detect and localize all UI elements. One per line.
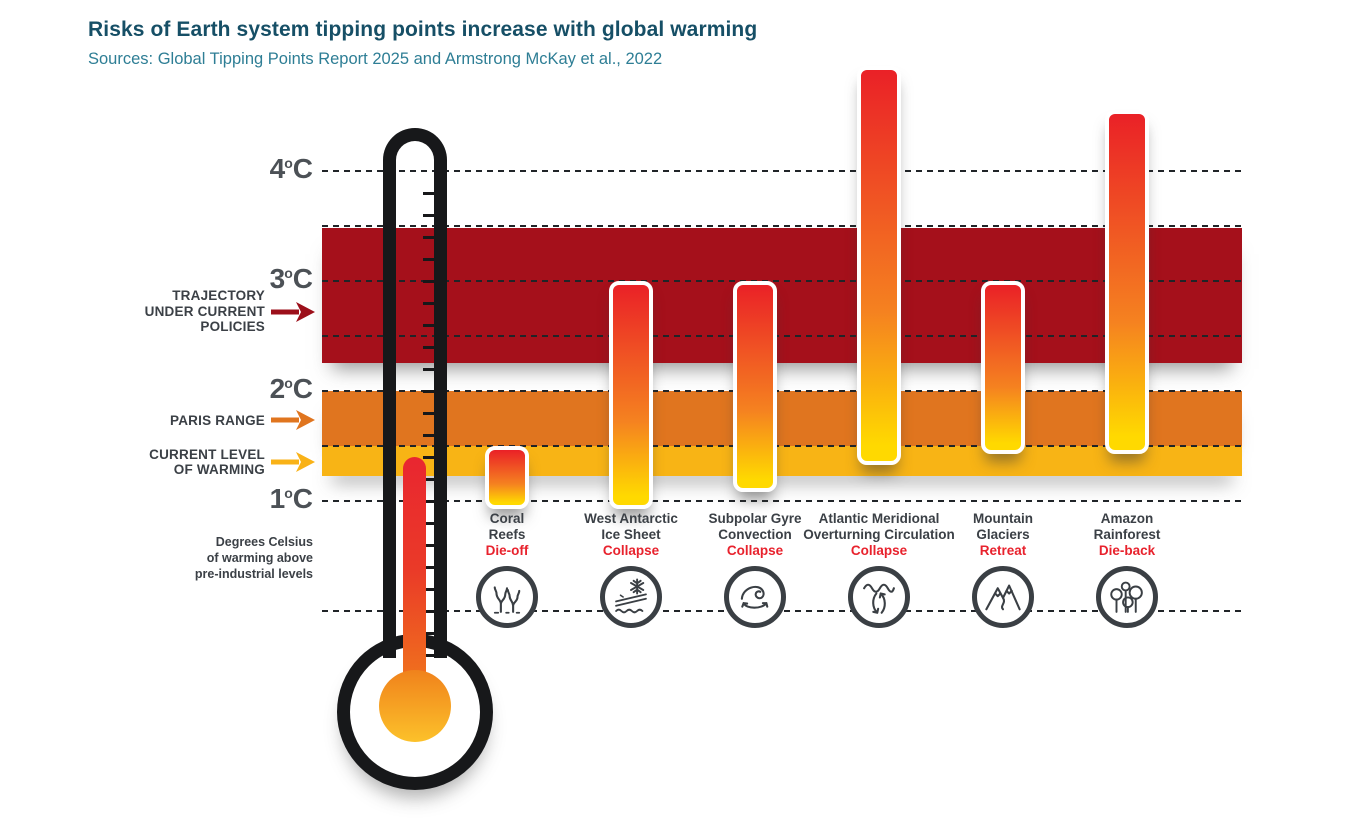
thermometer-scale-tick — [423, 279, 434, 283]
thermometer-scale-tick — [423, 235, 434, 239]
range-bar-subpolar-gyre-convection — [733, 280, 777, 493]
gridline-1.5c — [322, 444, 1242, 447]
tick-label-4c: 4oC — [269, 152, 313, 184]
gridline-4c — [322, 169, 1242, 172]
thermometer-scale-tick — [423, 191, 434, 195]
tick-label-2c: 2oC — [269, 372, 313, 404]
gridline-2.5c — [322, 334, 1242, 337]
thermometer-scale-tick — [423, 213, 434, 217]
label-atlantic-meridional-overturning-circulation: Atlantic Meridional Overturning Circulati… — [769, 511, 989, 559]
band-paris-range — [322, 390, 1242, 446]
ice-sheet-icon — [600, 566, 662, 628]
range-bar-amazon-rainforest — [1105, 110, 1149, 454]
thermometer-scale-tick — [423, 653, 434, 657]
arrow-paris-range — [270, 409, 318, 436]
thermometer-scale-tick — [423, 345, 434, 349]
label-amazon-rainforest: Amazon Rainforest Die-back — [1017, 511, 1237, 559]
label-coral-reefs: Coral Reefs Die-off — [397, 511, 617, 559]
band-label-current-level-of-warming: CURRENT LEVEL OF WARMING — [149, 446, 265, 478]
label-west-antarctic-ice-sheet: West Antarctic Ice Sheet Collapse — [521, 511, 741, 559]
rainforest-icon — [1096, 566, 1158, 628]
thermometer-scale-tick — [423, 609, 434, 613]
gridline-3c — [322, 279, 1242, 282]
gridline-1c — [322, 499, 1242, 502]
thermometer-scale-tick — [423, 565, 434, 569]
gridline-2c — [322, 389, 1242, 392]
tick-label-3c: 3oC — [269, 262, 313, 294]
thermometer-liquid-column — [403, 456, 426, 706]
thermometer-scale-tick — [423, 323, 434, 327]
arrow-trajectory-under-current-policies — [270, 301, 318, 328]
tick-label-1c: 1oC — [269, 482, 313, 514]
thermometer-scale-tick — [423, 587, 434, 591]
coral-reefs-icon — [476, 566, 538, 628]
effect-label-atlantic-meridional-overturning-circulation: Collapse — [850, 543, 908, 558]
thermometer-scale-tick — [423, 301, 434, 305]
gyre-icon — [724, 566, 786, 628]
thermometer-bulb-liquid — [379, 670, 451, 742]
axis-note: Degrees Celsius of warming above pre-indus… — [194, 535, 313, 581]
band-label-trajectory-under-current-policies: TRAJECTORY UNDER CURRENT POLICIES — [144, 288, 265, 335]
thermometer-scale-tick — [423, 411, 434, 415]
label-subpolar-gyre-convection: Subpolar Gyre Convection Collapse — [645, 511, 865, 559]
page-title: Risks of Earth system tipping points inc… — [88, 18, 758, 41]
thermometer-scale-tick — [423, 631, 434, 635]
thermometer-scale-tick — [423, 499, 434, 503]
thermometer-scale-tick — [423, 477, 434, 481]
thermometer-scale-tick — [423, 521, 434, 525]
thermometer-tube — [383, 128, 447, 658]
arrow-current-level-of-warming — [270, 451, 318, 478]
effect-label-west-antarctic-ice-sheet: Collapse — [602, 543, 660, 558]
thermometer-scale-tick — [423, 389, 434, 393]
range-bar-west-antarctic-ice-sheet — [609, 280, 653, 509]
page-subtitle: Sources: Global Tipping Points Report 20… — [88, 50, 663, 68]
thermometer-scale-tick — [423, 367, 434, 371]
band-current-level-of-warming — [322, 445, 1242, 477]
effect-label-mountain-glaciers: Retreat — [979, 543, 1027, 558]
effect-label-subpolar-gyre-convection: Collapse — [726, 543, 784, 558]
label-mountain-glaciers: Mountain Glaciers Retreat — [893, 511, 1113, 559]
range-bar-mountain-glaciers — [981, 280, 1025, 454]
range-bar-coral-reefs — [485, 445, 529, 509]
effect-label-coral-reefs: Die-off — [485, 543, 529, 558]
thermometer-scale-tick — [423, 257, 434, 261]
gridline-3.5c — [322, 224, 1242, 227]
band-label-paris-range: PARIS RANGE — [170, 412, 265, 428]
mountain-glaciers-icon — [972, 566, 1034, 628]
effect-label-amazon-rainforest: Die-back — [1098, 543, 1156, 558]
thermometer-scale-tick — [423, 455, 434, 459]
range-bar-atlantic-meridional-overturning-circulation — [857, 66, 901, 465]
amoc-icon — [848, 566, 910, 628]
band-trajectory-under-current-policies — [322, 227, 1242, 364]
thermometer-scale-tick — [423, 543, 434, 547]
thermometer-scale-tick — [423, 433, 434, 437]
